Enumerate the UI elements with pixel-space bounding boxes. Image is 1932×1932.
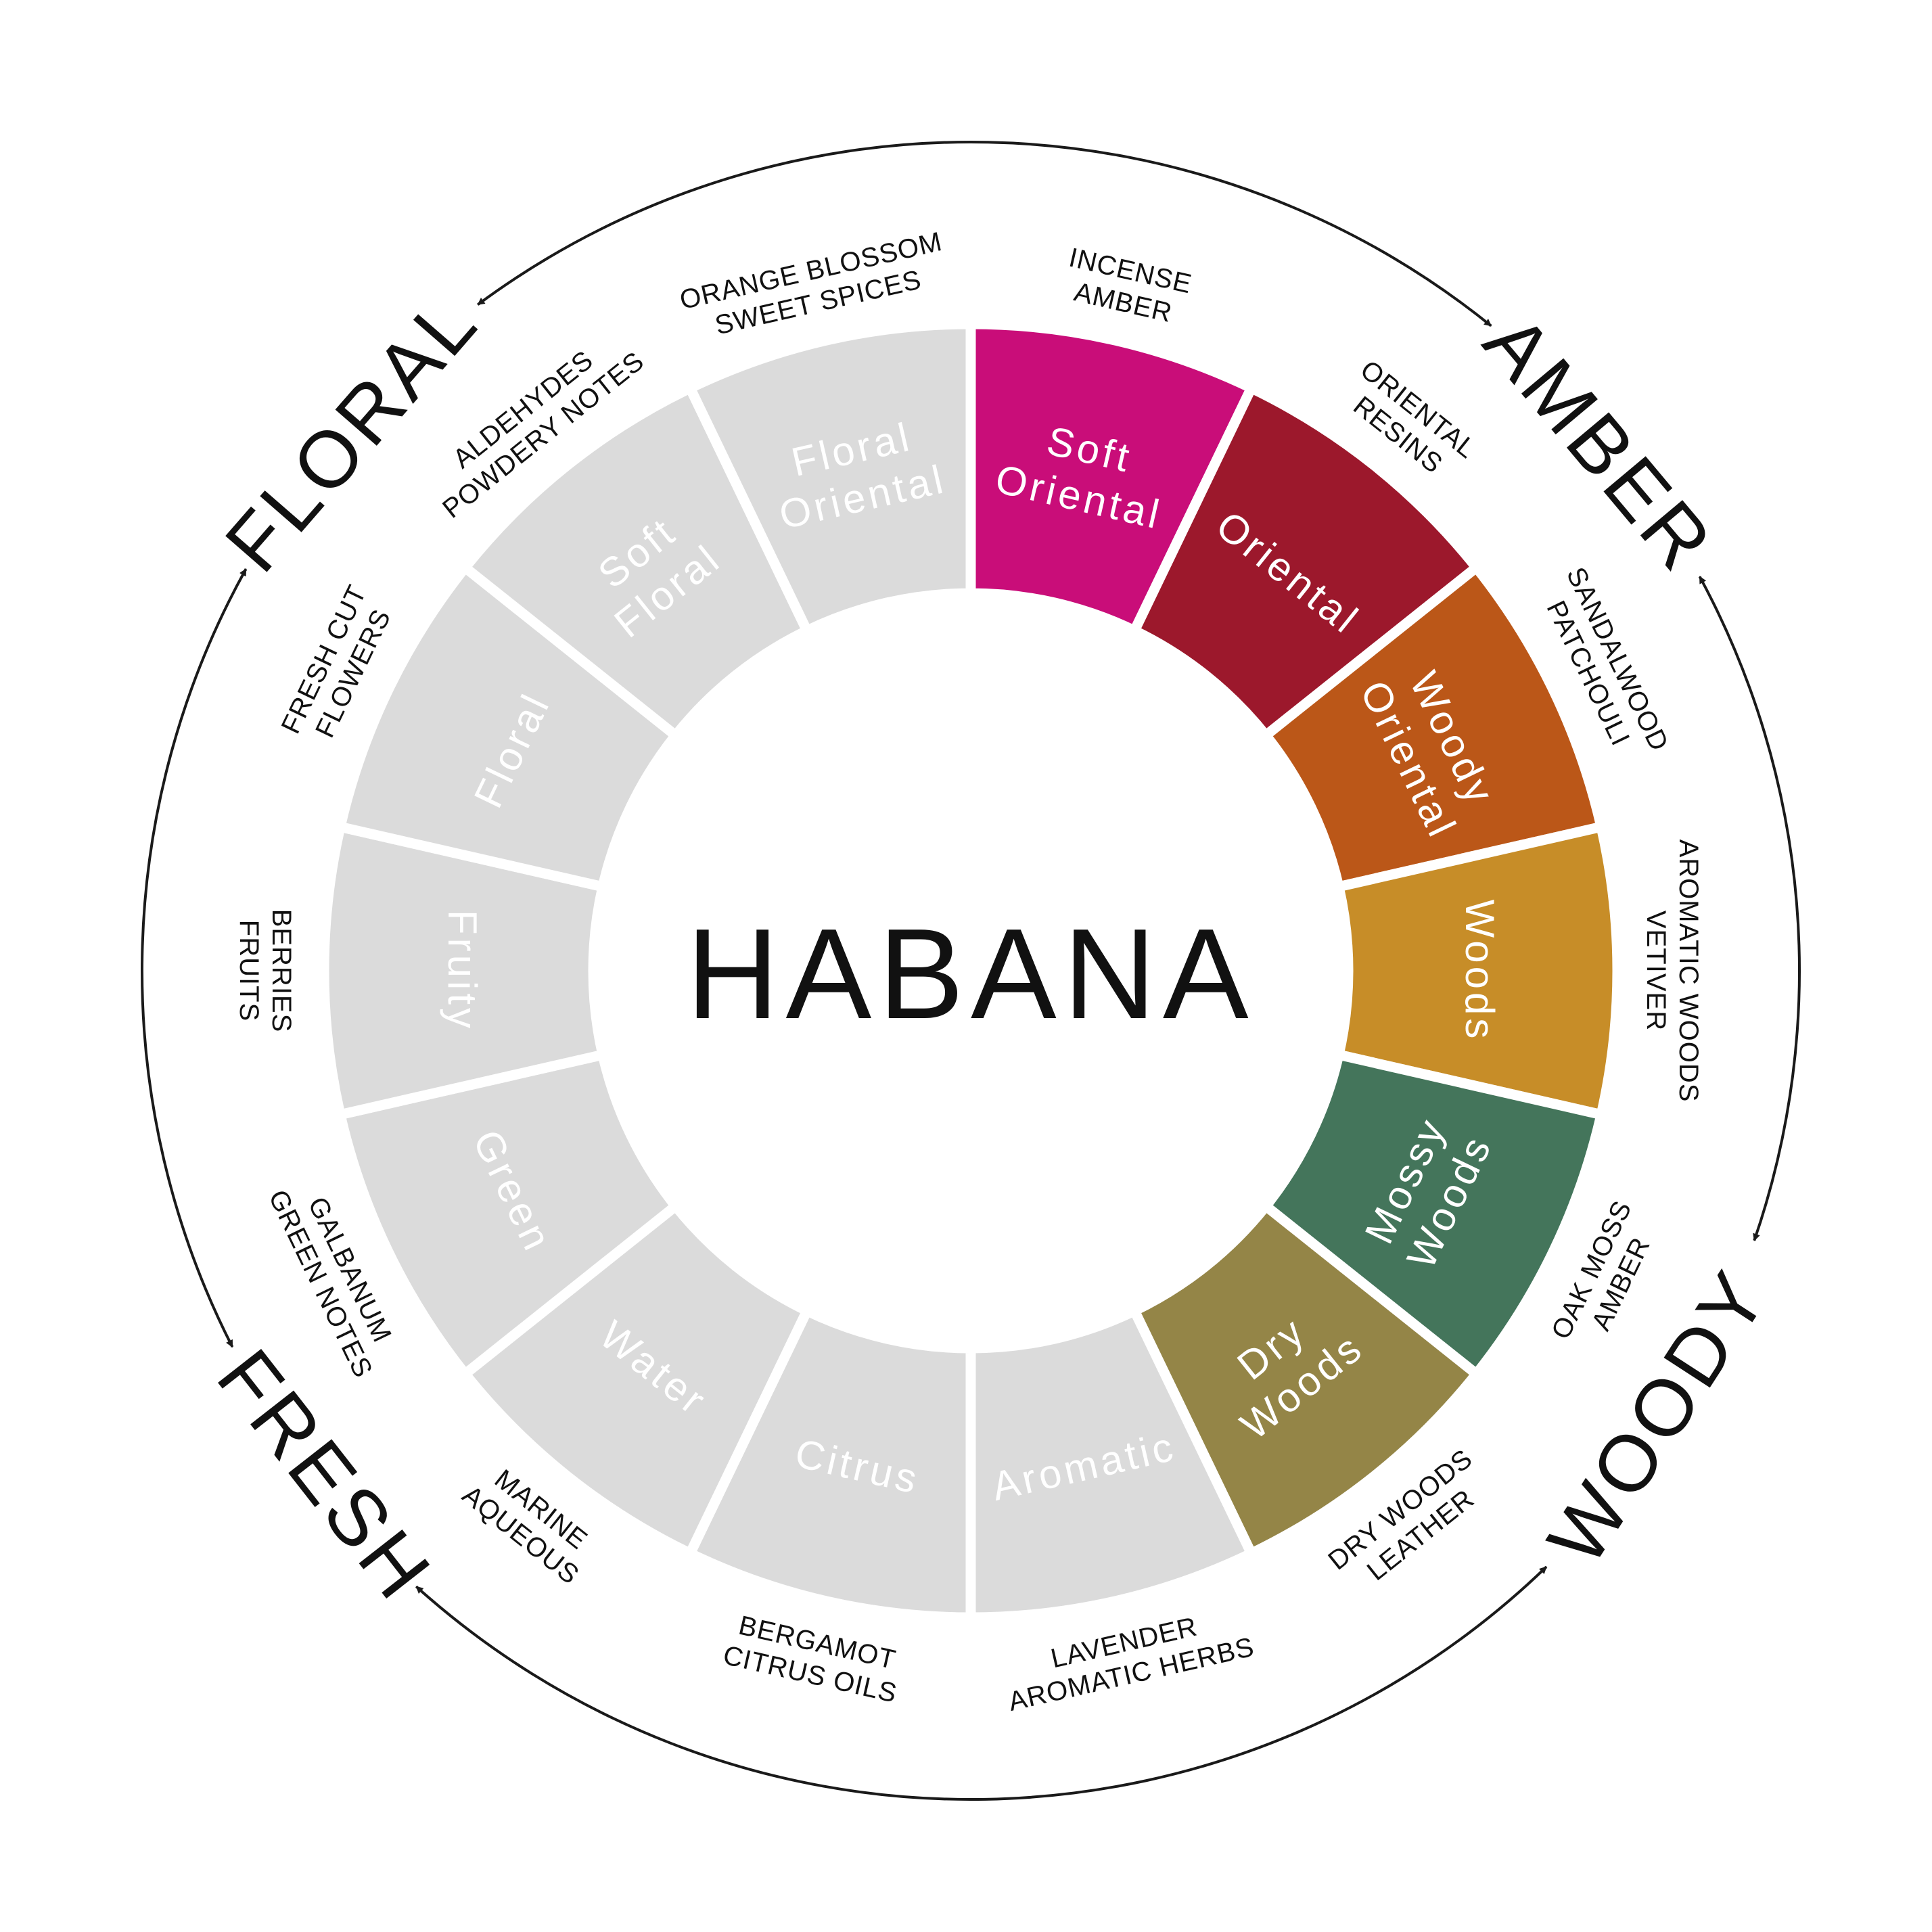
center-title: HABANA [686,902,1255,1046]
note-line: BERRIES [267,909,296,1033]
double-arrow-icon [477,141,1492,327]
family-arrows [141,141,1801,1801]
note-line: VETIVER [1641,911,1671,1031]
double-arrow-icon [415,1565,1548,1801]
segment-label-woods: Woods [1457,900,1502,1042]
family-label-amber: AMBER [1467,298,1730,589]
note-line: AROMATIC WOODS [1674,840,1703,1103]
notes-woods: AROMATIC WOODSVETIVER [1641,840,1703,1103]
notes-fruity: BERRIESFRUITS [234,909,296,1033]
wheel-segments [319,319,1623,1623]
notes-citrus: BERGAMOTCITRUS OILS [720,1609,907,1709]
family-label-floral: FLORAL [208,277,495,589]
segment-label-line: Fruity [440,910,485,1032]
double-arrow-icon [141,568,248,1348]
family-label-fresh: FRESH [200,1333,450,1617]
segment-label-fruity: Fruity [440,910,485,1032]
segment-label-line: Woods [1457,900,1502,1042]
notes-soft-oriental: INCENSEAMBER [1059,243,1195,331]
double-arrow-icon [1698,576,1801,1241]
note-line: FRUITS [234,920,264,1021]
